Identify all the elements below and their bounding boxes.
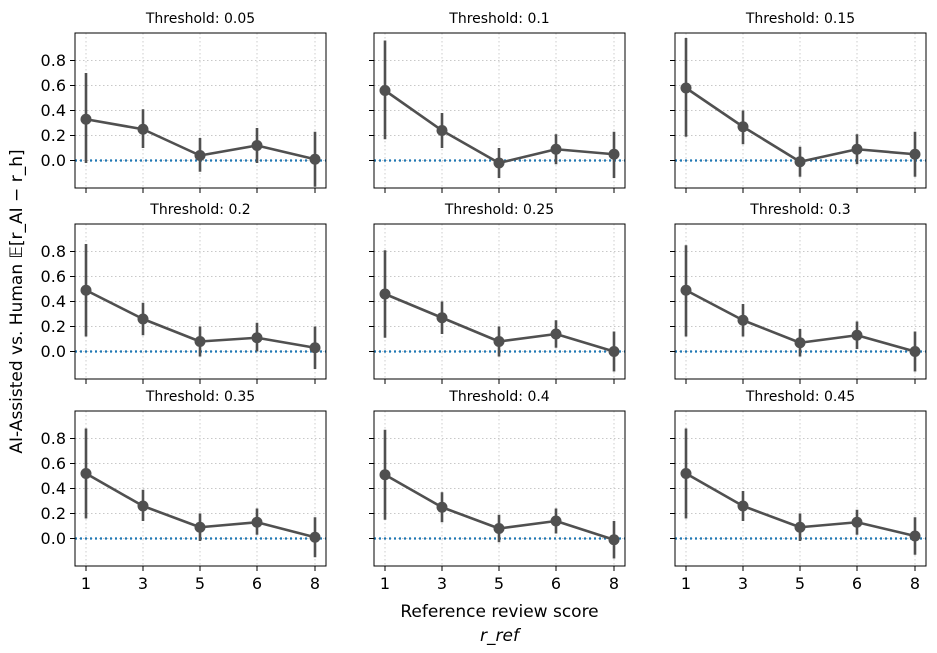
x-axis-sublabel: r_ref: [480, 626, 522, 646]
data-point-6: [851, 329, 863, 341]
x-axis-label: Reference review score: [400, 602, 598, 622]
y-tick-label: 0.8: [41, 242, 66, 261]
y-tick-label: 0.8: [41, 429, 66, 448]
data-point-5: [794, 521, 806, 533]
data-point-5: [493, 157, 505, 169]
data-point-6: [251, 332, 263, 344]
x-tick-label: 3: [437, 574, 447, 593]
data-point-1: [80, 284, 92, 296]
data-point-6: [851, 516, 863, 528]
y-tick-label: 0.8: [41, 51, 66, 70]
data-point-6: [550, 328, 562, 340]
data-point-1: [379, 288, 391, 300]
y-tick-label: 0.2: [41, 317, 66, 336]
data-point-8: [608, 346, 620, 357]
x-tick-label: 8: [609, 574, 619, 593]
panel-9: Threshold: 0.45 1 3 5 6 8: [670, 389, 927, 593]
data-point-6: [851, 143, 863, 155]
data-point-5: [194, 521, 206, 533]
x-tick-label: 1: [681, 574, 691, 593]
y-tick-label: 0.6: [41, 454, 66, 473]
panel-title: Threshold: 0.35: [145, 389, 255, 405]
data-point-1: [80, 113, 92, 125]
data-point-6: [251, 140, 263, 151]
data-point-3: [737, 500, 749, 512]
y-axis-label: AI-Assisted vs. Human 𝔼[r_AI − r_h]: [7, 149, 27, 453]
panel-3: Threshold: 0.15: [670, 11, 927, 193]
x-tick-label: 3: [738, 574, 748, 593]
data-point-1: [379, 469, 391, 481]
data-point-3: [436, 312, 448, 324]
data-point-8: [608, 534, 620, 546]
data-point-3: [737, 121, 749, 133]
panel-title: Threshold: 0.45: [745, 389, 855, 405]
data-point-8: [309, 342, 321, 354]
data-point-1: [680, 468, 692, 479]
x-tick-label: 8: [910, 574, 920, 593]
x-tick-label: 5: [195, 574, 205, 593]
y-tick-label: 0.2: [41, 504, 66, 523]
y-tick-label: 0.4: [41, 101, 66, 120]
data-point-6: [251, 516, 263, 528]
panel-5: Threshold: 0.25: [369, 202, 626, 384]
data-point-1: [379, 85, 391, 96]
data-point-8: [608, 148, 620, 160]
panel-8: Threshold: 0.4 1 3 5 6 8: [369, 389, 626, 593]
panel-title: Threshold: 0.2: [149, 202, 250, 218]
data-point-5: [493, 336, 505, 347]
y-tick-label: 0.4: [41, 479, 66, 498]
panels: Threshold: 0.050.00.20.40.60.8Threshold:…: [41, 11, 927, 593]
x-tick-label: 6: [551, 574, 561, 593]
x-tick-label: 6: [252, 574, 262, 593]
y-tick-label: 0.4: [41, 292, 66, 311]
data-point-1: [680, 284, 692, 296]
y-tick-label: 0.0: [41, 529, 66, 548]
y-tick-label: 0.0: [41, 151, 66, 170]
data-point-5: [794, 337, 806, 349]
data-point-1: [680, 82, 692, 94]
data-point-6: [550, 515, 562, 527]
panel-title: Threshold: 0.4: [448, 389, 550, 405]
y-tick-label: 0.6: [41, 267, 66, 286]
panel-2: Threshold: 0.1: [369, 11, 626, 193]
data-point-6: [550, 143, 562, 155]
data-point-8: [309, 531, 321, 543]
panel-title: Threshold: 0.1: [448, 11, 549, 27]
panel-title: Threshold: 0.3: [749, 202, 850, 218]
x-tick-label: 3: [138, 574, 148, 593]
data-point-3: [137, 123, 149, 135]
panel-6: Threshold: 0.3: [670, 202, 927, 384]
x-tick-label: 1: [380, 574, 390, 593]
data-point-3: [737, 314, 749, 326]
x-tick-label: 5: [795, 574, 805, 593]
y-tick-label: 0.2: [41, 126, 66, 145]
panel-title: Threshold: 0.15: [745, 11, 855, 27]
data-point-8: [909, 346, 921, 357]
panel-1: Threshold: 0.05 0.0 0.2 0.4 0.6 0.8: [41, 11, 327, 193]
data-point-8: [909, 148, 921, 160]
x-tick-label: 8: [310, 574, 320, 593]
data-point-8: [909, 530, 921, 542]
panel-7: Threshold: 0.35 0.0 0.2 0.4 0.6 0.8 1 3 5 6 8: [41, 389, 327, 593]
data-point-3: [137, 313, 149, 325]
data-point-8: [309, 153, 321, 165]
x-tick-label: 6: [852, 574, 862, 593]
x-tick-label: 5: [494, 574, 504, 593]
x-tick-label: 1: [81, 574, 91, 593]
data-point-5: [194, 150, 206, 161]
data-point-1: [80, 468, 92, 479]
panel-title: Threshold: 0.05: [145, 11, 255, 27]
data-point-5: [194, 336, 206, 347]
data-point-3: [436, 125, 448, 136]
panel-title: Threshold: 0.25: [444, 202, 554, 218]
y-tick-label: 0.6: [41, 76, 66, 95]
data-point-3: [137, 500, 149, 512]
data-point-3: [436, 501, 448, 513]
y-tick-label: 0.0: [41, 342, 66, 361]
data-point-5: [493, 523, 505, 534]
panel-4: Threshold: 0.2 0.0 0.2 0.4 0.6 0.8: [41, 202, 327, 384]
data-point-5: [794, 156, 806, 168]
